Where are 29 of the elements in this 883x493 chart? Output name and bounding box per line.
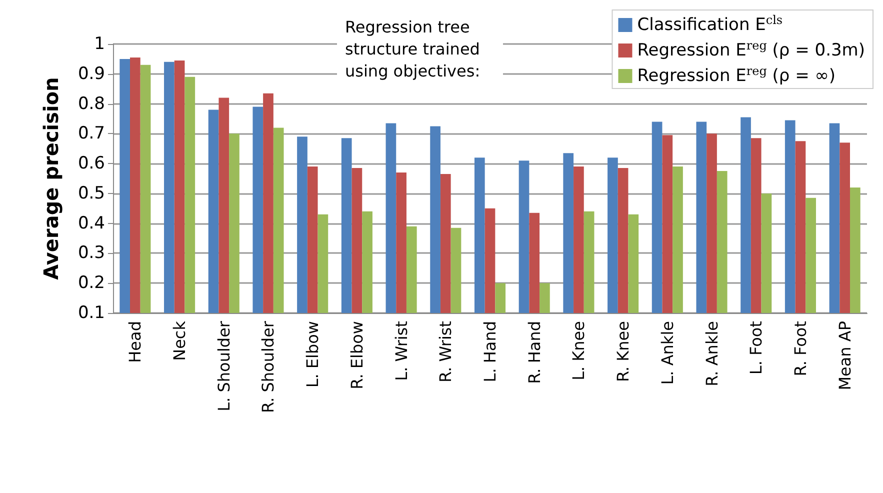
x-tick-label: L. Ankle <box>658 321 677 385</box>
x-tick-label: L. Hand <box>480 321 500 382</box>
x-tick-label: R. Wrist <box>436 321 456 382</box>
y-tick-label: 0.2 <box>78 273 105 294</box>
x-tick-label: R. Knee <box>614 321 633 382</box>
y-tick-label: 0.6 <box>78 154 105 174</box>
y-tick-label: 0.8 <box>78 94 105 114</box>
x-tick-label: L. Wrist <box>392 321 411 381</box>
y-tick-label: 0.9 <box>78 64 105 84</box>
y-tick-label: 0.4 <box>78 213 105 234</box>
x-tick-label: L. Elbow <box>303 321 322 388</box>
x-tick-label: R. Ankle <box>702 321 722 386</box>
x-tick-label: R. Hand <box>524 321 544 384</box>
y-tick-label: 1 <box>94 34 105 54</box>
y-tick-label: 0.3 <box>78 243 105 264</box>
x-tick-label: Mean AP <box>835 320 854 390</box>
x-tick-label: L. Shoulder <box>214 320 234 412</box>
x-tick-label: R. Foot <box>790 321 810 376</box>
legend-title: Regression tree structure trained using objectives: <box>345 18 486 80</box>
y-tick-label: 0.5 <box>78 183 105 204</box>
x-tick-label: Head <box>126 321 145 363</box>
x-tick-label: R. Elbow <box>347 321 366 390</box>
y-tick-label: 0.7 <box>78 124 105 144</box>
y-tick-label: 0.1 <box>78 303 105 323</box>
x-tick-label: Neck <box>170 320 190 361</box>
y-axis-title: Average precision <box>39 77 63 280</box>
x-tick-label: R. Shoulder <box>258 320 278 413</box>
x-tick-label: L. Knee <box>569 321 588 380</box>
x-tick-label: L. Foot <box>746 321 766 375</box>
